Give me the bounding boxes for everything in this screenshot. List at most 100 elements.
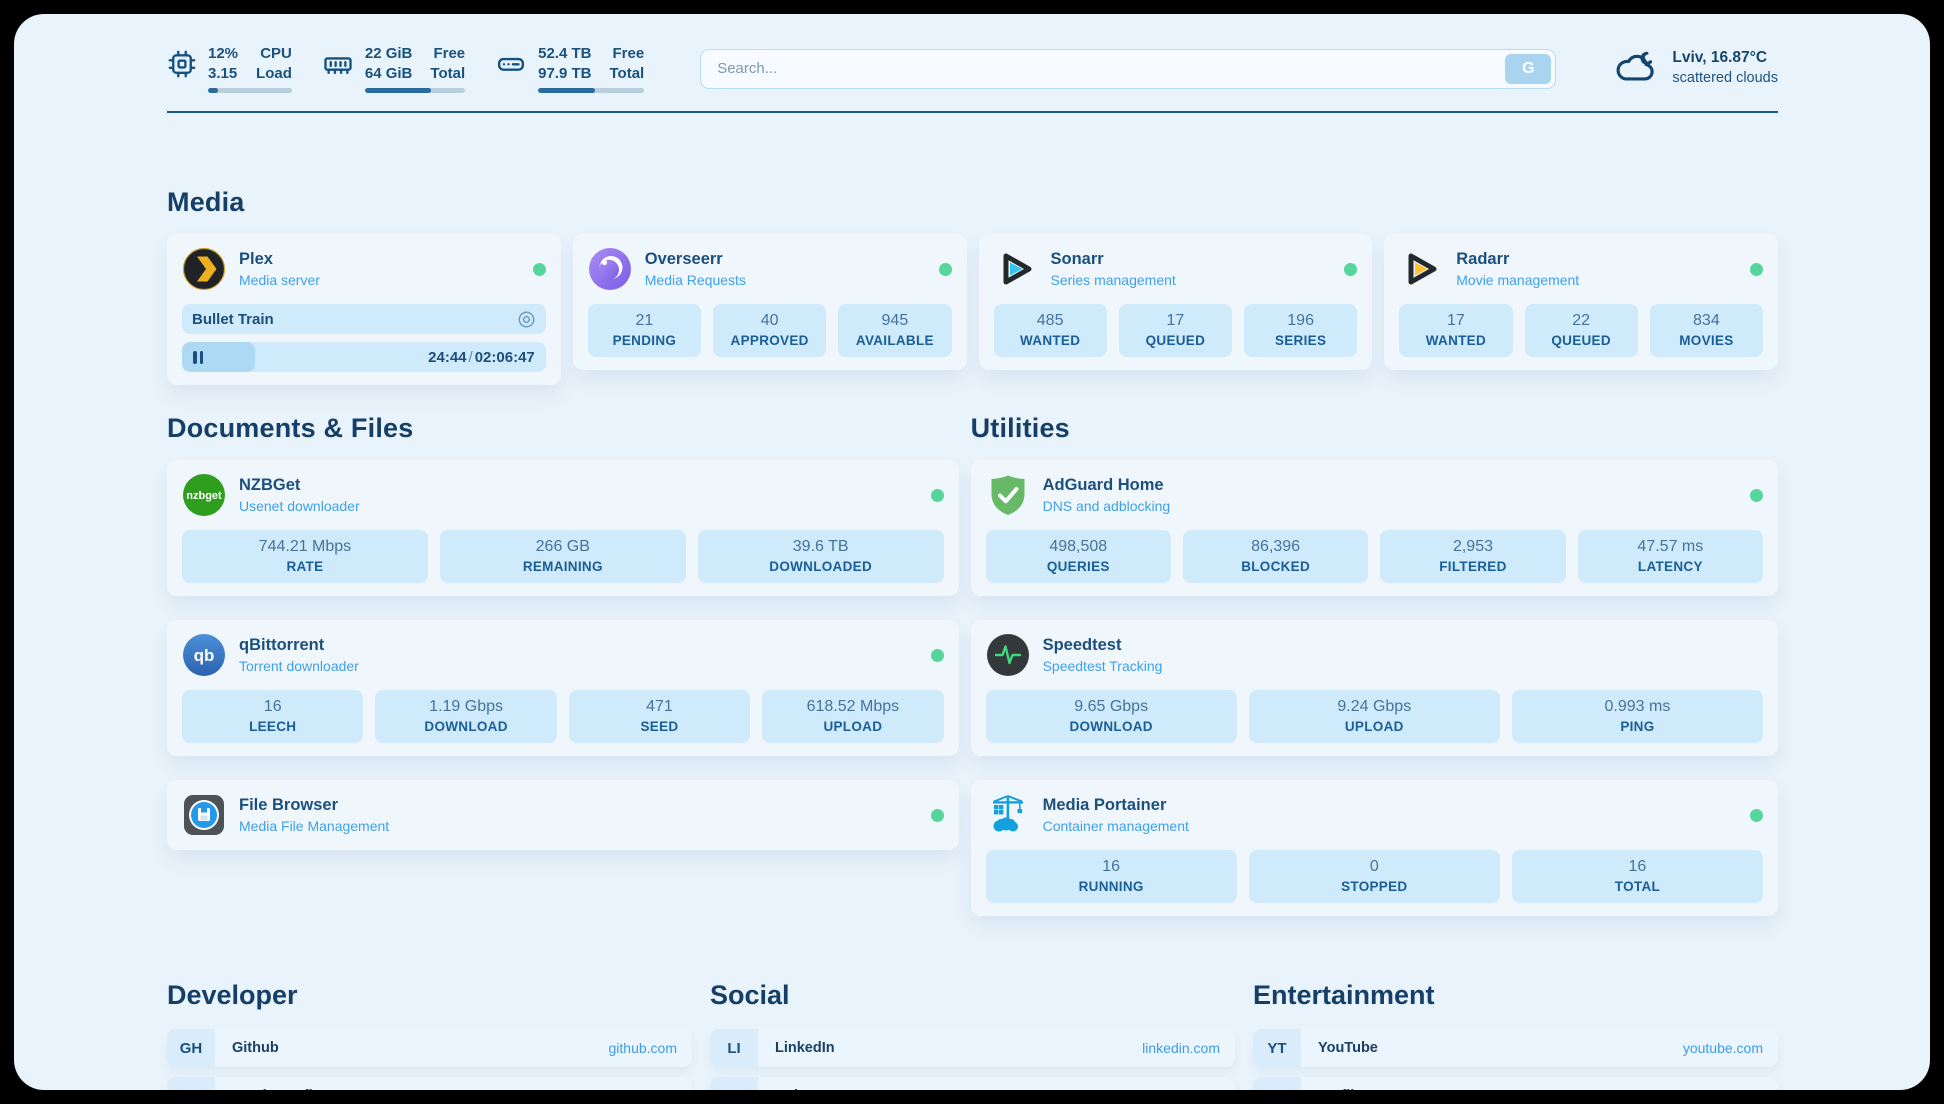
- bookmark-name: LinkedIn: [775, 1040, 835, 1056]
- now-playing-row: Bullet Train: [182, 304, 546, 334]
- service-name: Overseerr: [644, 249, 723, 268]
- service-card-adguard[interactable]: AdGuard Home DNS and adblocking 498,508 Q…: [970, 460, 1778, 596]
- pause-icon: [193, 350, 203, 364]
- service-name: Sonarr: [1050, 249, 1104, 268]
- bookmark-group-developer: Developer GH Github github.com SO StackO…: [167, 980, 692, 1090]
- service-name: Radarr: [1456, 249, 1510, 268]
- ram-total-value: 64 GiB: [364, 64, 413, 82]
- disk-total-label: Total: [609, 64, 645, 82]
- search-provider-button[interactable]: G: [1505, 53, 1552, 84]
- stat-tile: 744.21 Mbps RATE: [182, 530, 428, 583]
- status-dot: [1750, 488, 1763, 502]
- now-playing-title: Bullet Train: [192, 310, 274, 328]
- stat-tile: 22 QUEUED: [1524, 304, 1638, 357]
- disk-free-label: Free: [612, 45, 645, 62]
- ram-free-label: Free: [433, 45, 466, 62]
- stat-tile: 9.24 Gbps UPLOAD: [1248, 690, 1500, 743]
- stat-tile: 834 MOVIES: [1649, 304, 1763, 357]
- total-duration: 02:06:47: [474, 348, 535, 366]
- stat-tile: 21 PENDING: [587, 304, 701, 357]
- status-dot: [1750, 262, 1763, 276]
- bookmark-twitter[interactable]: TW Twitter twitter.com: [710, 1077, 1235, 1090]
- service-subtitle: Usenet downloader: [239, 498, 360, 515]
- bookmark-stackoverflow[interactable]: SO StackOverflow stackoverflow.com: [167, 1077, 692, 1090]
- stat-tile: 498,508 QUERIES: [985, 530, 1171, 583]
- service-card-plex[interactable]: Plex Media server Bullet Train 24:44/02:…: [167, 234, 561, 385]
- load-label: Load: [256, 64, 292, 82]
- service-card-nzbget[interactable]: nzbget NZBGet Usenet downloader 744.21 M…: [167, 460, 959, 596]
- bookmark-name: Github: [232, 1040, 279, 1056]
- stat-tile: 266 GB REMAINING: [439, 530, 686, 583]
- bookmark-abbr: YT: [1253, 1029, 1301, 1067]
- service-name: qBittorrent: [239, 635, 325, 654]
- bookmark-abbr: TW: [710, 1077, 758, 1090]
- bookmark-link[interactable]: linkedin.com: [1142, 1040, 1220, 1056]
- bookmark-link[interactable]: stackoverflow.com: [563, 1088, 692, 1090]
- weather-widget[interactable]: Lviv, 16.87°C scattered clouds: [1612, 45, 1778, 92]
- service-card-radarr[interactable]: Radarr Movie management 17 WANTED 22 QUEUE…: [1384, 234, 1778, 370]
- stat-tile: 39.6 TB DOWNLOADED: [697, 530, 944, 583]
- status-dot: [930, 648, 944, 662]
- stat-tile: 86,396 BLOCKED: [1182, 530, 1369, 583]
- dashboard-page: 12% 3.15 CPU Load 22 GiB: [14, 14, 1930, 1090]
- service-card-portainer[interactable]: Media Portainer Container management 16 R…: [970, 780, 1778, 916]
- service-subtitle: DNS and adblocking: [1042, 498, 1171, 515]
- ram-icon: [322, 44, 354, 84]
- cloud-icon: [1612, 45, 1660, 92]
- stat-tile: 471 SEED: [568, 690, 751, 743]
- status-dot: [532, 262, 546, 276]
- bookmark-link[interactable]: github.com: [608, 1040, 677, 1056]
- status-dot: [1750, 808, 1763, 822]
- ram-progress-bar: [364, 88, 466, 93]
- plex-icon: [182, 247, 226, 291]
- svg-text:nzbget: nzbget: [186, 490, 222, 502]
- section-title-documents: Documents & Files: [167, 413, 414, 443]
- disk-total-value: 97.9 TB: [538, 64, 592, 82]
- service-name: AdGuard Home: [1042, 475, 1164, 494]
- stat-tile: 2,953 FILTERED: [1380, 530, 1566, 583]
- top-bar: 12% 3.15 CPU Load 22 GiB: [167, 44, 1778, 93]
- bookmark-linkedin[interactable]: LI LinkedIn linkedin.com: [710, 1029, 1235, 1067]
- service-card-sonarr[interactable]: Sonarr Series management 485 WANTED 17 QUE…: [978, 234, 1373, 370]
- nzbget-icon: nzbget: [182, 473, 226, 517]
- search-input[interactable]: [700, 48, 1557, 89]
- stat-tile: 16 RUNNING: [985, 850, 1237, 903]
- status-dot: [1344, 262, 1358, 276]
- bookmark-name: Twitter: [758, 1088, 821, 1090]
- service-card-overseerr[interactable]: Overseerr Media Requests 21 PENDING 40 APP…: [572, 234, 967, 370]
- topbar-divider: [167, 111, 1778, 113]
- bookmark-abbr: GH: [167, 1029, 215, 1067]
- bookmark-link[interactable]: youtube.com: [1682, 1040, 1763, 1056]
- service-subtitle: Media File Management: [239, 818, 390, 835]
- stat-tile: 1.19 Gbps DOWNLOAD: [375, 690, 557, 743]
- overseerr-icon: [588, 247, 632, 291]
- bookmark-group-social: Social LI LinkedIn linkedin.com TW Twitt…: [710, 980, 1235, 1090]
- service-card-filebrowser[interactable]: File Browser Media File Management: [167, 780, 959, 850]
- video-icon: [517, 310, 536, 329]
- bookmark-link[interactable]: netflix.com: [1696, 1088, 1778, 1090]
- stat-tile: 9.65 Gbps DOWNLOAD: [985, 690, 1237, 743]
- disk-stat: 52.4 TB 97.9 TB Free Total: [495, 44, 645, 93]
- stat-tile: 196 SERIES: [1244, 304, 1358, 357]
- sonarr-icon: [994, 247, 1038, 291]
- stat-tile: 16 TOTAL: [1511, 850, 1763, 903]
- status-dot: [930, 808, 944, 822]
- playback-progress: 24:44/02:06:47: [182, 342, 546, 372]
- elapsed-time: 24:44: [428, 348, 467, 366]
- mid-card-grid: nzbget NZBGet Usenet downloader 744.21 M…: [167, 460, 1778, 916]
- bookmark-link[interactable]: twitter.com: [1153, 1088, 1235, 1090]
- filebrowser-icon: [182, 793, 226, 837]
- bookmark-youtube[interactable]: YT YouTube youtube.com: [1253, 1029, 1778, 1067]
- bookmark-netflix[interactable]: NF Netflix netflix.com: [1253, 1077, 1778, 1090]
- section-title-utilities: Utilities: [970, 413, 1070, 443]
- cpu-usage-value: 12%: [208, 45, 239, 62]
- portainer-icon: [986, 793, 1030, 837]
- service-card-speedtest[interactable]: Speedtest Speedtest Tracking 9.65 Gbps DO…: [970, 620, 1778, 756]
- service-card-qbittorrent[interactable]: qb qBittorrent Torrent downloader 16 LEEC…: [167, 620, 959, 756]
- service-subtitle: Speedtest Tracking: [1042, 658, 1163, 675]
- bookmark-name: Netflix: [1301, 1088, 1362, 1090]
- bookmark-github[interactable]: GH Github github.com: [167, 1029, 692, 1067]
- cpu-progress-bar: [208, 88, 292, 93]
- status-dot: [938, 262, 952, 276]
